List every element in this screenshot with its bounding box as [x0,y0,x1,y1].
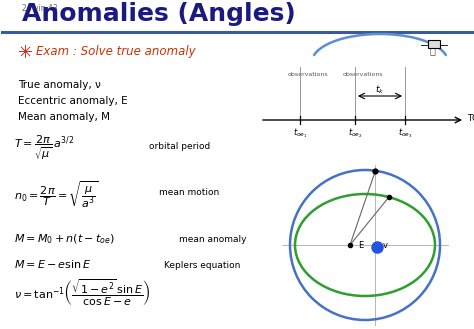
Text: mean motion: mean motion [159,188,219,197]
Text: E: E [358,241,363,250]
Text: $t_{oe_3}$: $t_{oe_3}$ [398,126,412,139]
Text: 24 vin 43: 24 vin 43 [22,4,58,13]
Text: Exam : Solve true anomaly: Exam : Solve true anomaly [36,45,196,58]
FancyBboxPatch shape [428,40,440,48]
Text: Mean anomaly, M: Mean anomaly, M [18,112,110,122]
Text: $M = E - e\sin E$: $M = E - e\sin E$ [14,258,91,270]
Text: $t_k$: $t_k$ [375,84,385,96]
Text: v: v [383,241,388,250]
Text: $t_{oe_1}$: $t_{oe_1}$ [292,126,307,139]
Text: observations: observations [288,72,328,77]
Text: observations: observations [343,72,383,77]
Text: $M = M_0 + n(t - t_{oe})$: $M = M_0 + n(t - t_{oe})$ [14,232,115,246]
Text: Anomalies (Angles): Anomalies (Angles) [22,2,296,26]
Text: $T = \dfrac{2\pi}{\sqrt{\mu}}\,a^{3/2}$: $T = \dfrac{2\pi}{\sqrt{\mu}}\,a^{3/2}$ [14,134,74,162]
Text: $\nu = \tan^{-1}\!\left(\dfrac{\sqrt{1-e^2}\,\sin E}{\cos E - e}\right)$: $\nu = \tan^{-1}\!\left(\dfrac{\sqrt{1-e… [14,278,151,308]
Text: TOW (s): TOW (s) [467,114,474,123]
Text: $t_{oe_2}$: $t_{oe_2}$ [347,126,362,139]
Text: orbital period: orbital period [149,142,210,151]
Text: $n_0 = \dfrac{2\pi}{T} = \sqrt{\dfrac{\mu}{a^3}}$: $n_0 = \dfrac{2\pi}{T} = \sqrt{\dfrac{\m… [14,180,99,211]
Text: True anomaly, ν: True anomaly, ν [18,80,101,90]
Text: ⬜: ⬜ [429,45,435,55]
Text: ✳: ✳ [18,44,33,62]
Text: Eccentric anomaly, E: Eccentric anomaly, E [18,96,128,106]
Text: mean anomaly: mean anomaly [179,235,246,244]
Text: Keplers equation: Keplers equation [164,261,240,270]
